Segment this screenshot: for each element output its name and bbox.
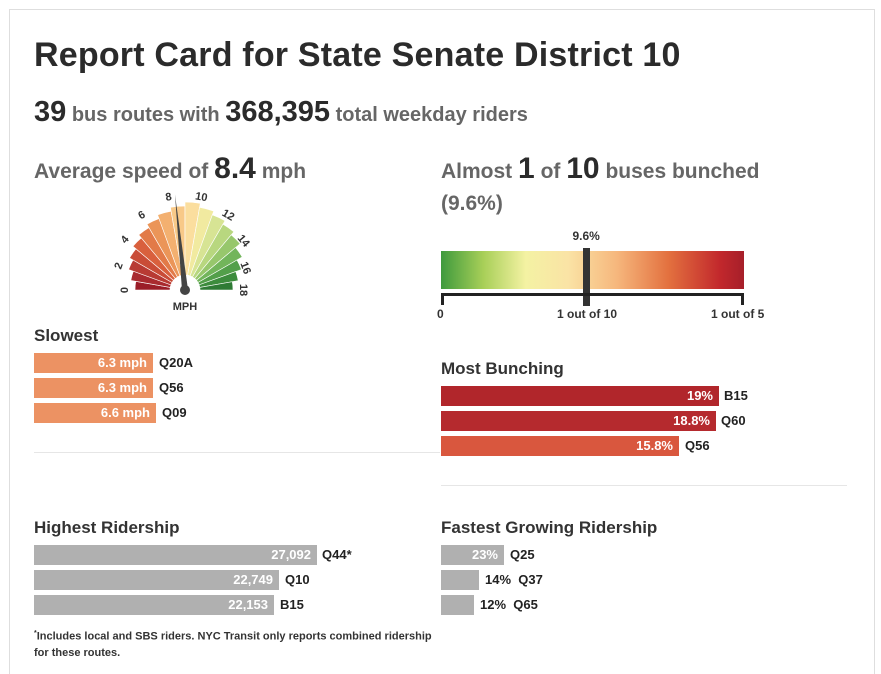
gauge-tick-label: 12 [220, 207, 237, 224]
rider-count: 368,395 [225, 96, 331, 128]
speed-prefix: Average speed of [34, 160, 209, 183]
bunching-axis-label-0: 0 [437, 307, 444, 321]
fastest-growing-title: Fastest Growing Ridership [441, 518, 658, 537]
slowest-bar: 6.6 mph [34, 403, 156, 423]
footnote: *Includes local and SBS riders. NYC Tran… [34, 626, 434, 661]
bunching-marker [583, 248, 591, 306]
route-count: 39 [34, 96, 67, 128]
growth-bar-fill [441, 595, 474, 615]
gauge-tick-label: 2 [112, 261, 125, 271]
gauge-segment [198, 271, 239, 288]
slowest-title: Slowest [34, 326, 99, 345]
bunching-heading: Almost 1 of 10 buses bunched [441, 152, 759, 189]
slowest-bar: 6.3 mph [34, 353, 153, 373]
bunching-bar: 18.8% [441, 411, 716, 431]
ridership-bar: 22,749 [34, 570, 279, 590]
growth-bar-fill [441, 570, 479, 590]
ridership-route: B15 [280, 597, 304, 612]
growth-value-text: 14% [485, 572, 512, 587]
bunching-route: B15 [724, 388, 748, 403]
bunching-axis-label-2: 1 out of 5 [711, 307, 765, 321]
bunching-num: 1 [518, 152, 535, 185]
gauge-tick-label: 10 [194, 190, 208, 204]
growth-route: Q37 [518, 572, 543, 587]
gauge-unit-label: MPH [173, 301, 198, 313]
gauge-tick-label: 18 [237, 284, 249, 296]
bunching-of: of [540, 160, 561, 183]
divider-left [34, 452, 440, 453]
most-bunching-title: Most Bunching [441, 359, 564, 378]
bunching-pct: (9.6%) [441, 192, 503, 215]
growth-value-text: 12% [480, 597, 507, 612]
gauge-segment [197, 259, 242, 286]
speed-value: 8.4 [214, 152, 256, 185]
ridership-bar: 27,092 [34, 545, 317, 565]
gauge-tick-label: 4 [119, 233, 133, 246]
footnote-text: Includes local and SBS riders. NYC Trans… [34, 630, 432, 659]
bunching-axis-label-1: 1 out of 10 [557, 307, 618, 321]
bunching-suffix: buses bunched [605, 160, 760, 183]
growth-value: 14% Q37 [485, 570, 543, 590]
gauge-segment [189, 214, 226, 278]
bunching-axis-line [441, 293, 744, 296]
slowest-route: Q20A [159, 355, 193, 370]
gauge-segment [192, 223, 235, 279]
slowest-route: Q56 [159, 380, 184, 395]
speed-unit: mph [261, 160, 307, 183]
ridership-route: Q44* [322, 547, 352, 562]
gauge-needle [174, 194, 188, 291]
report-card [9, 9, 875, 674]
footnote-star: * [34, 630, 37, 637]
highest-ridership-title: Highest Ridership [34, 518, 180, 537]
bunching-marker-label: 9.6% [572, 229, 600, 243]
bunching-prefix: Almost [441, 160, 513, 183]
slowest-bar: 6.3 mph [34, 378, 153, 398]
bunching-den: 10 [566, 152, 600, 185]
gauge-tick-label: 16 [237, 260, 252, 276]
speed-gauge: 0 2 46 8 10 12 14 16 18 MPH [112, 190, 253, 313]
gauge-tick-label: 8 [165, 191, 173, 204]
slowest-route: Q09 [162, 405, 187, 420]
divider-right [441, 485, 847, 486]
growth-bar: 23% [441, 545, 504, 565]
gauge-segment [199, 281, 234, 291]
gauge-tick-label: 0 [119, 287, 131, 293]
gauge-segment [196, 247, 243, 283]
gauge-tick-label: 6 [136, 209, 147, 222]
ridership-bar: 22,153 [34, 595, 274, 615]
speed-heading: Average speed of 8.4 mph [34, 152, 306, 186]
bunching-route: Q60 [721, 413, 746, 428]
growth-route: Q65 [513, 597, 538, 612]
bunching-bar: 15.8% [441, 436, 679, 456]
ridership-route: Q10 [285, 572, 310, 587]
gauge-segment [187, 206, 215, 277]
gauge-hub [180, 285, 190, 295]
bunching-axis-tick-2 [741, 293, 744, 305]
growth-value: 12% Q65 [480, 595, 538, 615]
page-title: Report Card for State Senate District 10 [34, 36, 681, 74]
growth-route: Q25 [510, 547, 535, 562]
summary-line: 39 bus routes with 368,395 total weekday… [34, 96, 528, 129]
bunching-axis-tick-0 [441, 293, 444, 305]
gauge-segment [194, 234, 241, 281]
rider-count-text: total weekday riders [335, 104, 528, 126]
bunching-route: Q56 [685, 438, 710, 453]
bunching-bar: 19% [441, 386, 719, 406]
bunching-gradient-bar [441, 251, 744, 289]
route-count-text: bus routes with [71, 104, 220, 126]
gauge-tick-label: 14 [235, 233, 253, 251]
